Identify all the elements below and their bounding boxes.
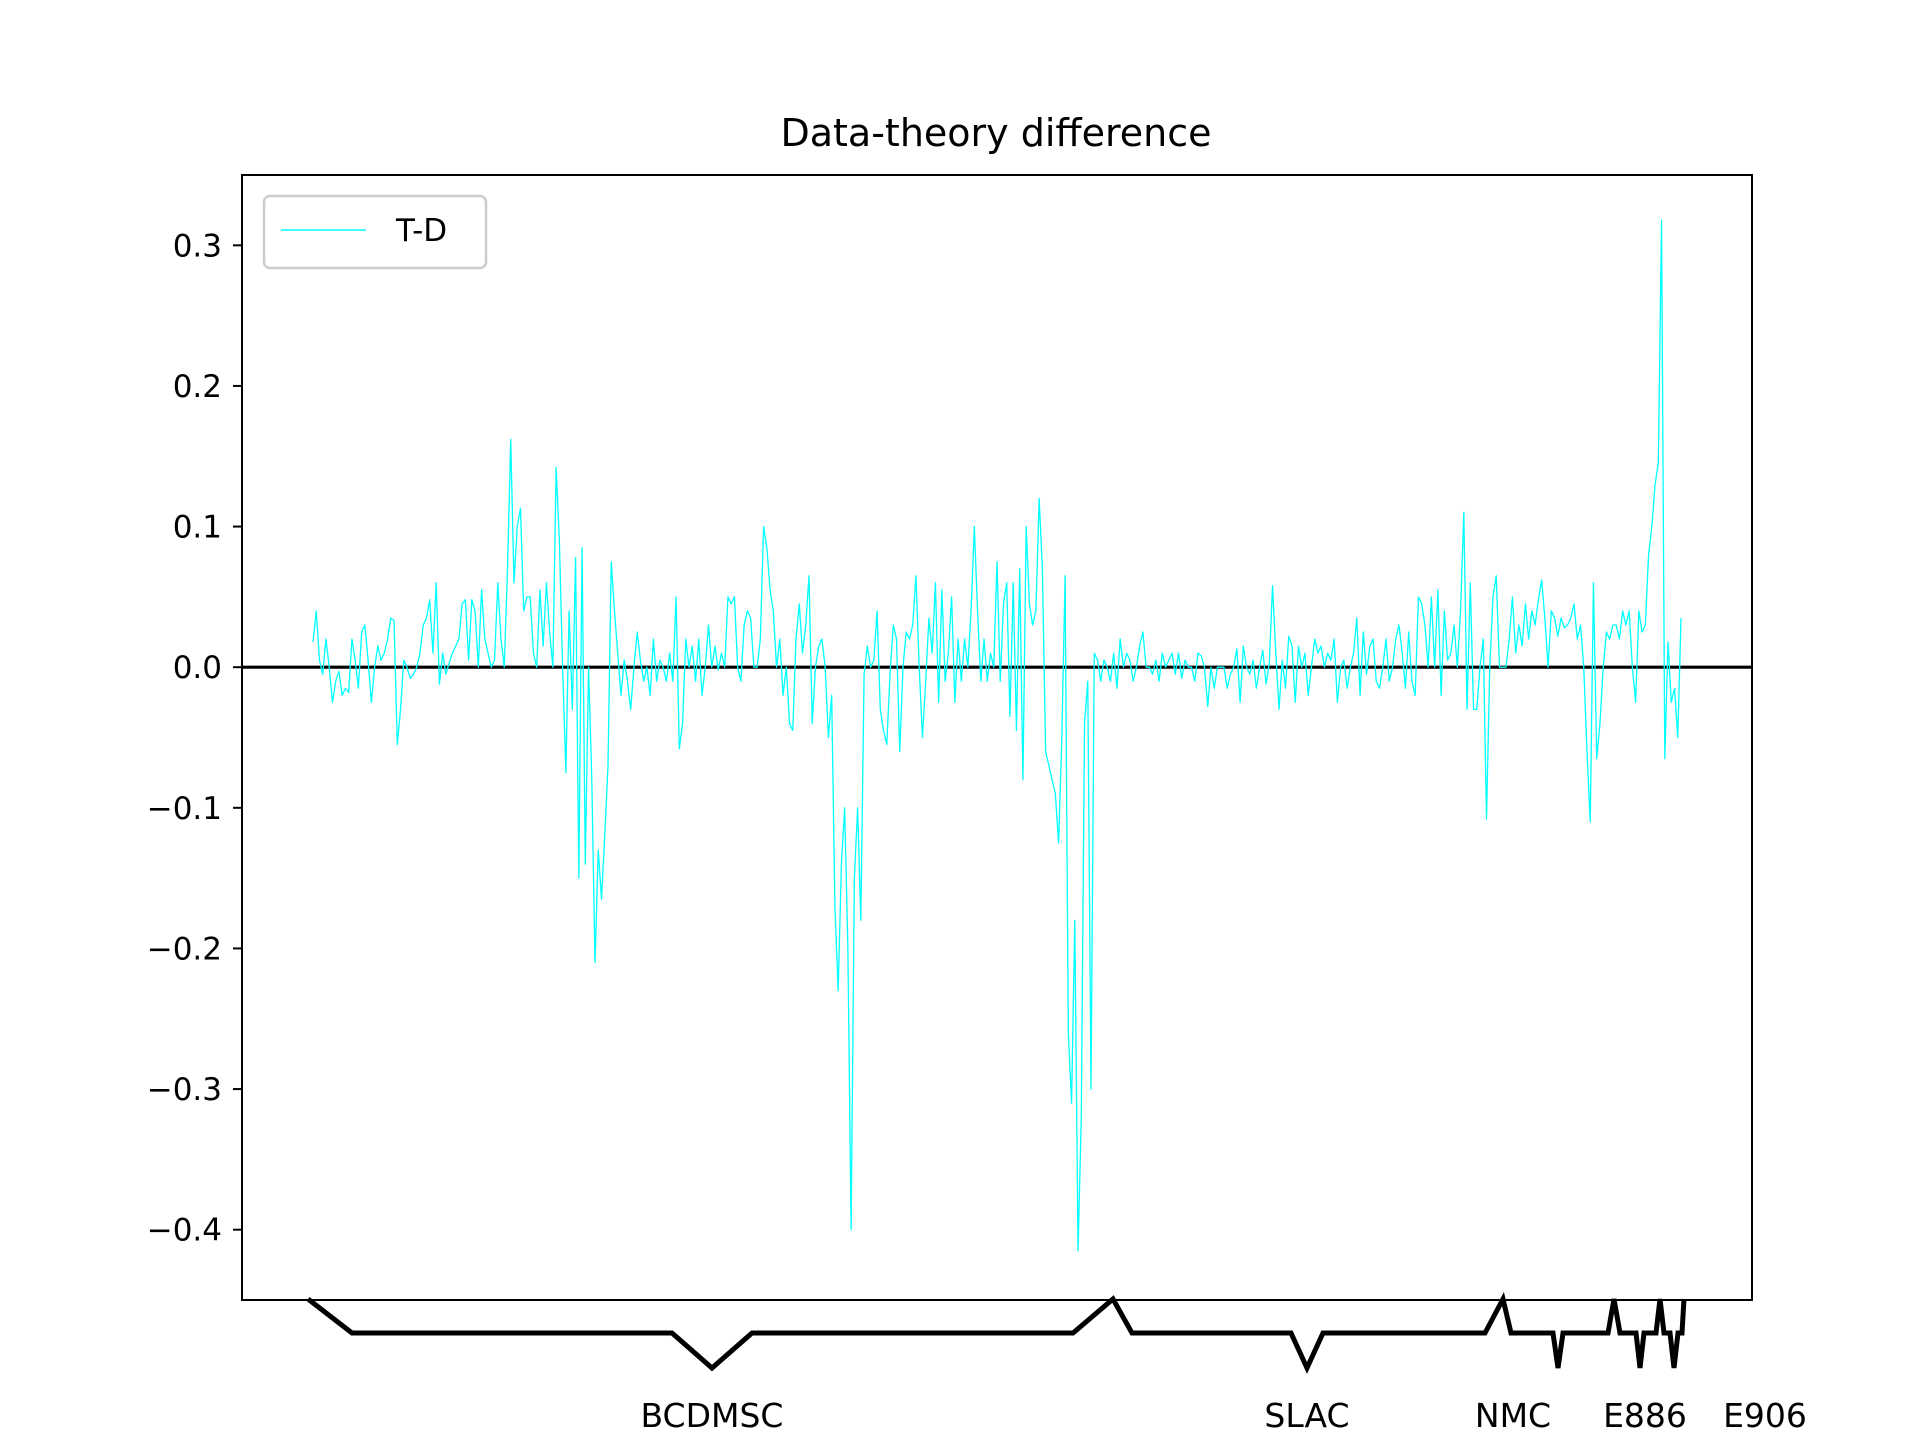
y-tick-label: −0.2 [147,931,222,967]
y-tick-label: 0.0 [173,650,222,686]
y-tick-label: −0.1 [147,791,222,827]
dataset-label-e886: E886 [1603,1396,1687,1435]
y-tick-label: −0.3 [147,1072,222,1108]
dataset-label-bcdmsc: BCDMSC [641,1396,784,1435]
y-tick-label: −0.4 [147,1213,222,1249]
dataset-brackets: BCDMSC SLAC NMC E886 E906 [306,1291,1807,1435]
axes-frame [241,174,1753,1301]
y-tick-label: 0.3 [173,228,222,264]
dataset-bracket-path [306,1291,1687,1375]
y-tick-label: 0.2 [173,369,222,405]
dataset-label-nmc: NMC [1475,1396,1551,1435]
legend-frame [262,194,488,270]
chart-title: Data-theory difference [780,111,1211,155]
legend: T-D [262,194,488,270]
y-axis: 0.3 0.2 0.1 0.0 −0.1 −0.2 −0.3 −0.4 [147,228,242,1249]
dataset-label-slac: SLAC [1264,1396,1349,1435]
plot-area [241,174,1753,1301]
legend-label-t-d: T-D [395,213,447,249]
series-line-t-d [312,219,1682,1252]
y-tick-label: 0.1 [173,510,222,546]
dataset-label-e906: E906 [1723,1396,1807,1435]
